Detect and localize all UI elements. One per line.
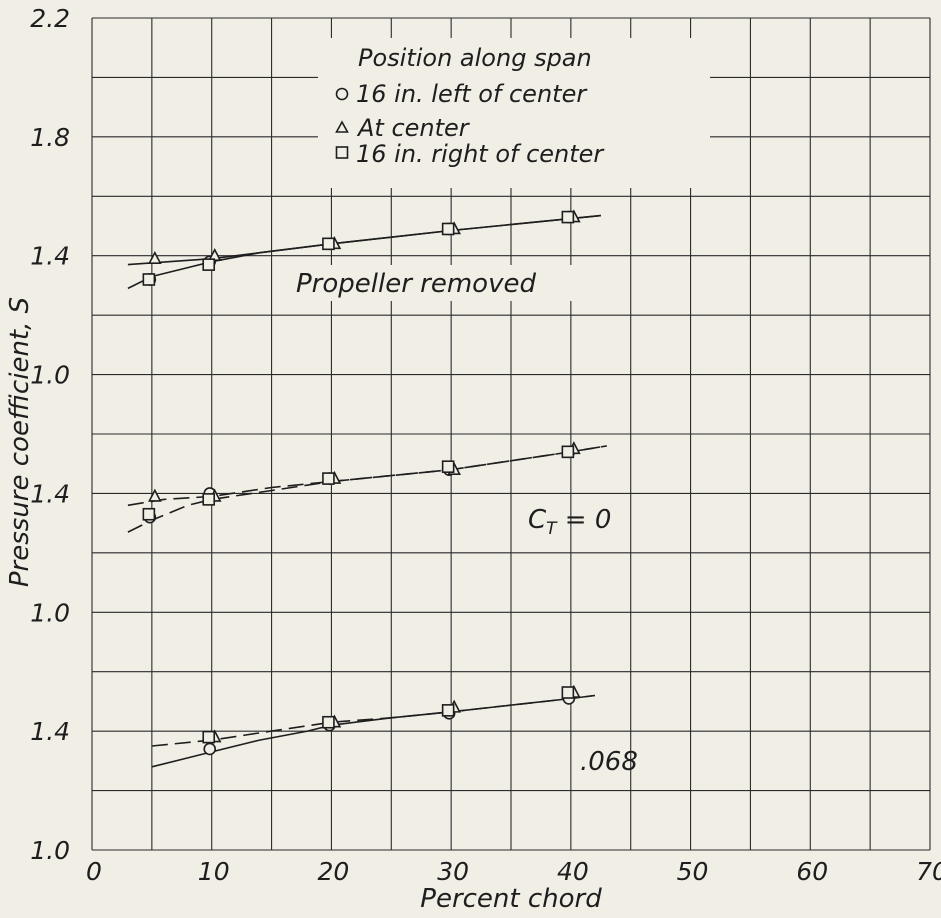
data-point-square: [441, 704, 455, 717]
y-tick-label: 1.4: [30, 479, 70, 508]
y-axis-label: Pressure coefficient, S: [5, 297, 35, 587]
x-tick-label: 0: [86, 857, 102, 886]
x-tick-label: 60: [796, 857, 828, 886]
y-tick-label: 1.0: [30, 836, 70, 865]
legend-entry-left: 16 in. left of center: [335, 80, 588, 108]
fit-curve-solid: [151, 694, 595, 768]
data-point-square: [202, 730, 216, 744]
x-tick-label: 30: [437, 857, 469, 886]
data-point-square: [322, 237, 335, 251]
fit-curve-dashed: [151, 694, 595, 747]
data-point-triangle: [148, 250, 162, 264]
data-point-square: [561, 210, 575, 224]
annotation-thrust-coefficient: CT = 0: [528, 505, 611, 539]
tick-labels: 0 10 20 30 40 50 60 70 2.2 1.8 1.4 1.0 1.4 1.0 1.4 1.0: [30, 4, 941, 886]
annotation-ct-068: .068: [580, 747, 638, 777]
y-tick-label: 1.8: [30, 123, 70, 152]
y-tick-label: 1.0: [30, 598, 70, 627]
x-tick-label: 20: [318, 857, 350, 886]
y-tick-label: 1.4: [30, 717, 70, 746]
legend-square-marker: [335, 146, 349, 159]
legend-title: Position along span: [358, 44, 592, 72]
data-point-triangle: [148, 488, 162, 502]
legend-entry-center: At center: [335, 114, 471, 142]
fit-curve-dashed: [127, 445, 607, 507]
ct-main: C: [528, 505, 547, 535]
legend-entry-right: 16 in. right of center: [335, 140, 605, 168]
data-point-square: [202, 493, 216, 506]
ct-subscript: T: [546, 519, 558, 539]
legend-label-left: 16 in. left of center: [356, 80, 588, 108]
x-tick-label: 10: [198, 857, 230, 886]
x-tick-label: 40: [557, 857, 589, 886]
data-point-square: [561, 686, 575, 699]
fit-curve-solid: [127, 214, 601, 266]
data-point-square: [142, 507, 156, 521]
data-point-square: [322, 472, 335, 485]
data-point-square: [142, 273, 156, 286]
fit-curves: [127, 214, 607, 768]
x-axis-label: Percent chord: [420, 884, 602, 914]
legend-label-center: At center: [356, 114, 471, 142]
x-tick-label: 50: [677, 857, 709, 886]
fit-curve-dashed: [127, 445, 607, 533]
x-tick-label: 70: [916, 857, 941, 886]
legend-label-right: 16 in. right of center: [356, 140, 605, 168]
annotation-background: [288, 265, 608, 301]
ct-rest: = 0: [557, 505, 612, 535]
legend-background: [318, 38, 710, 188]
legend-circle-marker: [335, 87, 349, 101]
data-point-square: [441, 222, 455, 236]
annotation-propeller-removed: Propeller removed: [296, 269, 536, 299]
legend-triangle-marker: [335, 120, 349, 133]
y-tick-label: 1.4: [30, 242, 70, 271]
data-point-square: [441, 460, 455, 473]
data-point-square: [322, 715, 335, 729]
data-points: [142, 209, 581, 756]
data-point-circle: [203, 742, 217, 756]
y-tick-label: 1.0: [30, 361, 70, 390]
data-point-square: [561, 445, 575, 459]
data-point-square: [202, 258, 216, 271]
y-tick-label: 2.2: [30, 4, 70, 33]
